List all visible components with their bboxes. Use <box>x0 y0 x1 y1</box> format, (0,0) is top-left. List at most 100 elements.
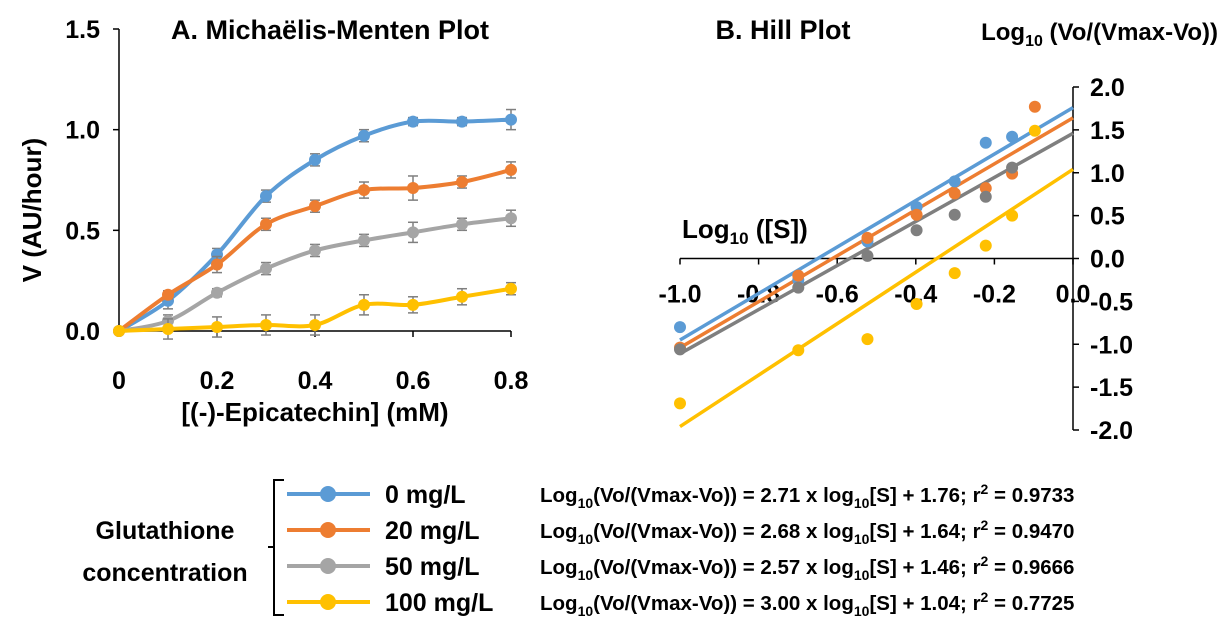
data-point <box>674 343 686 356</box>
data-point <box>792 269 805 282</box>
text-part: x log <box>800 484 854 507</box>
text-part: (Vo/(Vmax-Vo)) <box>1043 19 1218 46</box>
data-point <box>309 244 321 257</box>
text-sup: 2 <box>981 589 989 605</box>
text-part: Log <box>540 484 578 507</box>
y-tick-label: 1.0 <box>65 117 100 145</box>
x-tick-label: -0.2 <box>973 281 1016 309</box>
legend-label: 20 mg/L <box>385 517 479 545</box>
data-point <box>1028 124 1041 137</box>
text-part: = <box>988 520 1011 543</box>
data-point <box>948 267 961 280</box>
text-part: = <box>988 484 1011 507</box>
text-sub: 10 <box>730 229 749 248</box>
text-part: = <box>988 592 1011 615</box>
data-point <box>211 320 223 333</box>
data-point <box>979 136 992 149</box>
y-tick-label: -1.0 <box>1090 331 1133 359</box>
data-point <box>260 218 272 231</box>
text-sub: 10 <box>578 603 594 618</box>
data-point <box>979 182 992 195</box>
text-part: 0.7725 <box>1012 592 1075 615</box>
legend-label: 100 mg/L <box>385 589 493 617</box>
text-sup: 2 <box>981 553 989 569</box>
data-point <box>456 176 468 189</box>
text-part: 0.9470 <box>1012 520 1075 543</box>
data-point <box>407 298 419 311</box>
data-point <box>260 262 272 275</box>
data-point <box>861 333 874 346</box>
data-point <box>309 318 321 331</box>
y-axis-label: Log10 (Vo/(Vmax-Vo)) <box>981 19 1218 50</box>
text-sub: 10 <box>854 567 870 583</box>
data-point <box>456 290 468 303</box>
text-sub: 10 <box>578 567 594 583</box>
legend-bracket <box>268 479 284 616</box>
legend-title: concentration <box>82 559 247 587</box>
data-point <box>211 248 223 261</box>
text-part: [S] + <box>869 520 920 543</box>
data-point <box>113 325 125 337</box>
data-point <box>505 113 517 126</box>
text-part: 1.46 <box>920 556 960 579</box>
text-part: x log <box>800 592 854 615</box>
text-sub: 10 <box>1025 33 1043 50</box>
data-point <box>260 318 272 331</box>
x-tick-label: 0.2 <box>200 367 235 395</box>
data-point <box>456 218 468 231</box>
y-tick-label: 1.5 <box>65 16 100 44</box>
text-part: 0.9666 <box>1012 556 1075 579</box>
y-tick-label: -0.5 <box>1090 288 1133 316</box>
data-point <box>948 175 961 188</box>
y-tick-label: 0.5 <box>1090 203 1125 231</box>
y-tick-label: 1.0 <box>1090 160 1125 188</box>
data-point <box>861 231 874 244</box>
data-point <box>948 208 961 221</box>
text-part: 1.76 <box>920 484 960 507</box>
series-line <box>118 216 512 333</box>
text-part: (Vo/(Vmax-Vo)) = <box>593 556 760 579</box>
data-point <box>792 281 805 294</box>
x-axis-label: Log10 ([S]) <box>682 214 808 248</box>
data-point <box>979 190 992 203</box>
fit-equation: Log10(Vo/(Vmax-Vo)) = 2.71 x log10[S] + … <box>540 481 1074 511</box>
data-point <box>407 182 419 195</box>
text-part: Log <box>540 592 578 615</box>
y-axis-label: V (AU/hour) <box>17 138 47 282</box>
data-point <box>162 322 174 335</box>
text-part: [S] + <box>869 592 920 615</box>
fit-line <box>679 106 1074 342</box>
fit-line <box>679 116 1074 350</box>
legend-title: Glutathione <box>96 517 235 545</box>
y-tick-label: -2.0 <box>1090 417 1133 445</box>
text-part: ; r <box>960 556 981 579</box>
legend-marker <box>320 522 336 538</box>
text-part: ([S]) <box>749 214 808 244</box>
x-tick-label: 0 <box>112 367 126 395</box>
text-part: x log <box>800 556 854 579</box>
data-point <box>1006 161 1019 174</box>
data-point <box>792 344 805 357</box>
text-part: ; r <box>960 520 981 543</box>
data-point <box>162 288 174 301</box>
data-point <box>260 190 272 203</box>
x-tick-label: -0.6 <box>816 281 859 309</box>
text-part: (Vo/(Vmax-Vo)) = <box>593 484 760 507</box>
fit-equation: Log10(Vo/(Vmax-Vo)) = 2.57 x log10[S] + … <box>540 553 1074 583</box>
data-point <box>309 153 321 166</box>
x-tick-label: 0.6 <box>396 367 431 395</box>
legend-label: 50 mg/L <box>385 553 479 581</box>
data-point <box>1006 209 1019 222</box>
chart-title: A. Michaëlis-Menten Plot <box>171 15 489 45</box>
data-point <box>407 115 419 128</box>
y-tick-label: -1.5 <box>1090 374 1133 402</box>
text-part: 2.57 <box>760 556 800 579</box>
text-part: [S] + <box>869 484 920 507</box>
data-point <box>910 224 923 237</box>
legend-marker <box>320 558 336 574</box>
data-point <box>674 397 686 410</box>
y-tick-label: 0.0 <box>1090 246 1125 274</box>
data-point <box>407 226 419 239</box>
data-point <box>674 321 686 334</box>
data-point <box>910 208 923 221</box>
